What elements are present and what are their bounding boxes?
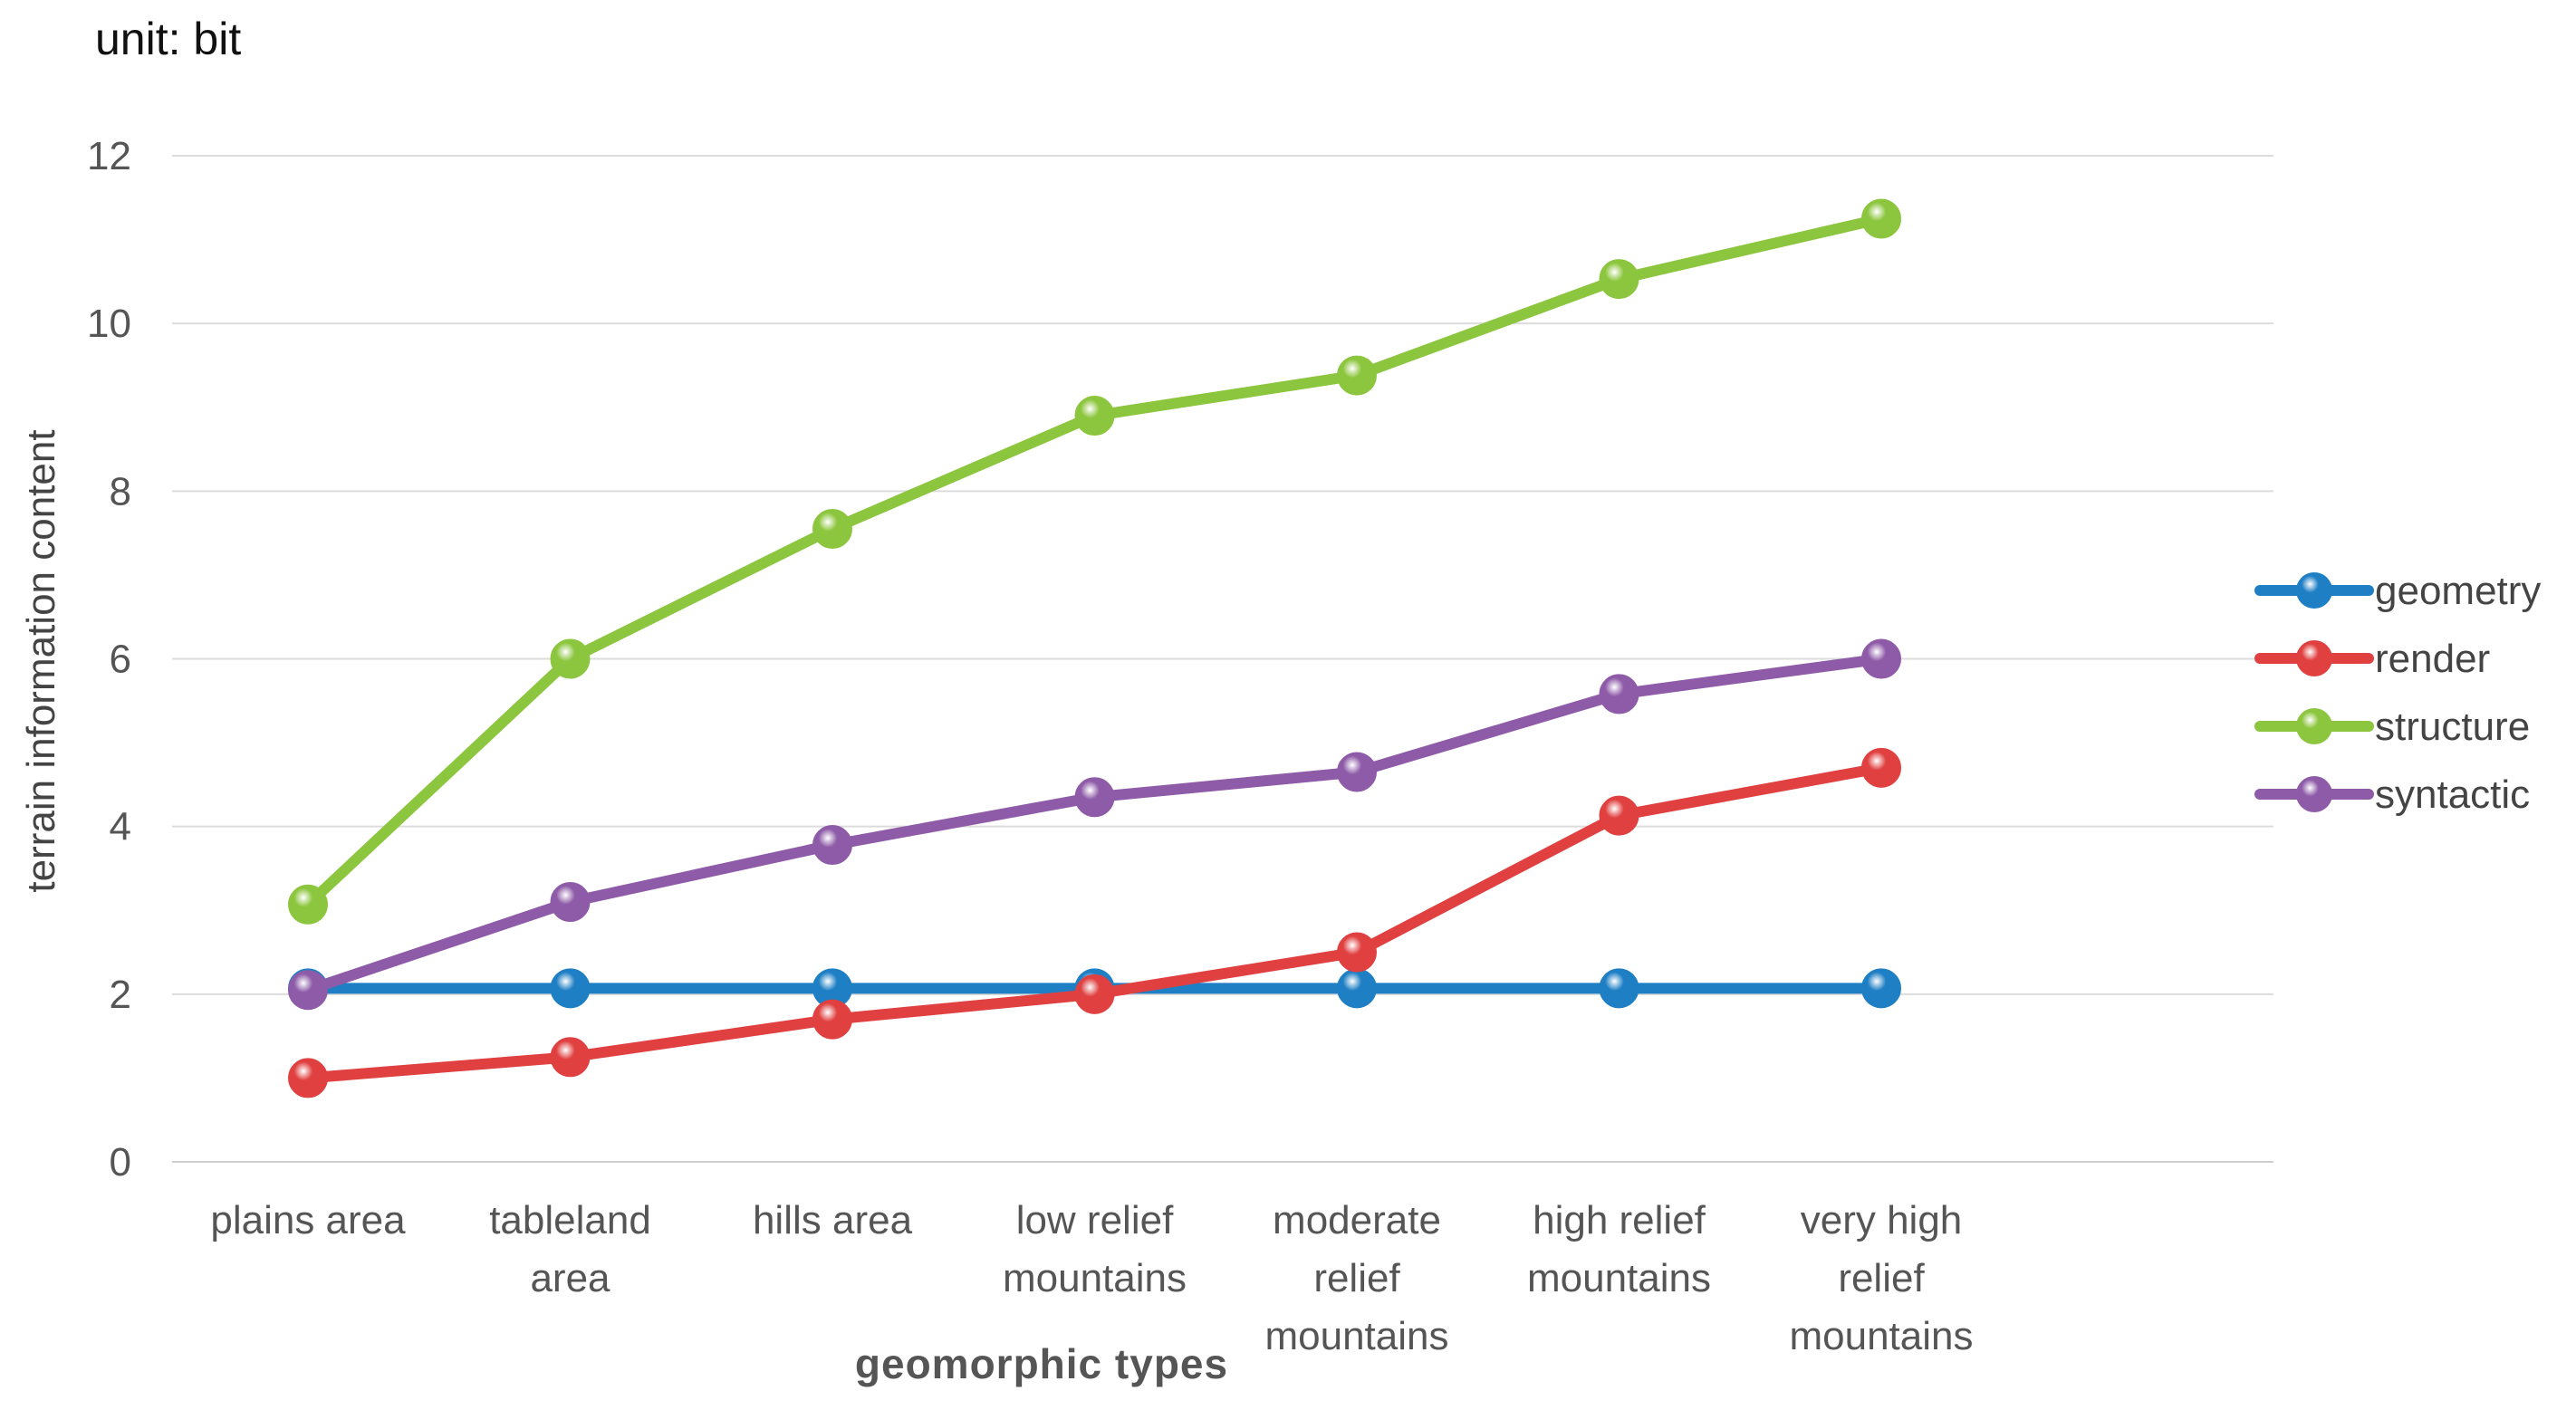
legend: geometry render structure syntactic xyxy=(2254,569,2541,817)
legend-item-syntactic: syntactic xyxy=(2254,772,2530,817)
y-tick-label: 0 xyxy=(110,1140,131,1185)
y-tick-label: 4 xyxy=(110,805,131,849)
data-point-structure xyxy=(550,638,591,679)
series-render xyxy=(288,747,1901,1098)
x-category-label: hills area xyxy=(753,1198,913,1242)
legend-item-render: render xyxy=(2254,637,2490,681)
unit-label: unit: bit xyxy=(95,14,241,64)
legend-label: syntactic xyxy=(2375,772,2530,817)
x-category-label: moderate relief mountains xyxy=(1264,1198,1448,1358)
legend-label: geometry xyxy=(2375,569,2541,613)
x-category-label: high relief mountains xyxy=(1527,1198,1711,1300)
data-point-render xyxy=(1861,747,1901,788)
legend-item-structure: structure xyxy=(2254,705,2530,749)
x-category-label: plains area xyxy=(210,1198,406,1242)
data-point-structure xyxy=(1599,259,1639,300)
x-axis-title: geomorphic types xyxy=(855,1340,1228,1387)
y-tick-label: 2 xyxy=(110,973,131,1017)
data-point-render xyxy=(288,1058,328,1098)
data-point-structure xyxy=(1861,198,1901,239)
x-category-label: low relief mountains xyxy=(1003,1198,1187,1300)
data-point-render xyxy=(1599,795,1639,836)
legend-marker xyxy=(2296,708,2332,744)
series-group xyxy=(288,198,1901,1098)
data-point-syntactic xyxy=(1599,674,1639,715)
x-category-labels: plains area tableland area hills area low re… xyxy=(210,1198,1973,1358)
data-point-geometry xyxy=(1337,968,1377,1009)
gridlines xyxy=(172,155,2273,1163)
series-syntactic xyxy=(288,638,1901,1011)
data-point-structure xyxy=(288,884,328,925)
data-point-syntactic xyxy=(1074,777,1115,818)
y-tick-label: 10 xyxy=(87,302,131,346)
data-point-geometry xyxy=(1599,968,1639,1009)
data-point-structure xyxy=(1074,396,1115,436)
data-point-syntactic xyxy=(1337,752,1377,792)
data-point-syntactic xyxy=(812,825,852,866)
data-point-structure xyxy=(812,508,852,549)
legend-label: render xyxy=(2375,637,2490,681)
x-category-label: very high relief mountains xyxy=(1789,1198,1973,1358)
series-structure xyxy=(288,198,1901,925)
y-axis-title: terrain information content xyxy=(19,429,63,892)
data-point-geometry xyxy=(1861,968,1901,1009)
y-tick-label: 6 xyxy=(110,638,131,682)
legend-marker xyxy=(2296,572,2332,609)
data-point-render xyxy=(1074,974,1115,1014)
y-tick-label: 8 xyxy=(110,469,131,513)
y-tick-labels: 0 2 4 6 8 10 12 xyxy=(87,134,131,1185)
data-point-syntactic xyxy=(1861,638,1901,679)
data-point-syntactic xyxy=(550,881,591,922)
y-tick-label: 12 xyxy=(87,134,131,178)
legend-item-geometry: geometry xyxy=(2254,569,2541,613)
data-point-geometry xyxy=(550,968,591,1009)
data-point-render xyxy=(1337,932,1377,973)
legend-marker xyxy=(2296,640,2332,676)
legend-marker xyxy=(2296,776,2332,812)
series-line-syntactic xyxy=(303,653,1887,996)
x-category-label: tableland area xyxy=(489,1198,651,1300)
data-point-render xyxy=(550,1037,591,1078)
data-point-syntactic xyxy=(288,970,328,1011)
legend-label: structure xyxy=(2375,705,2530,749)
data-point-structure xyxy=(1337,355,1377,396)
data-point-render xyxy=(812,999,852,1040)
